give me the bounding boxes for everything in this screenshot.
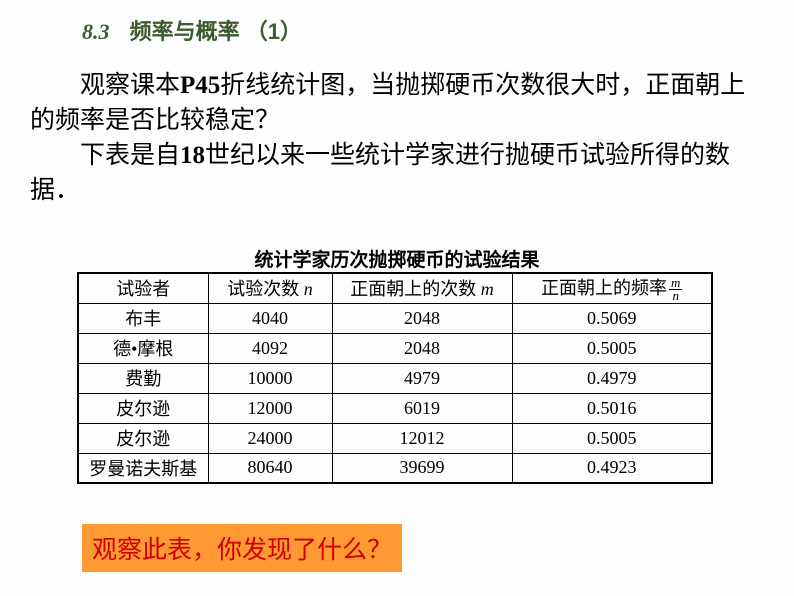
cell: 罗曼诺夫斯基	[78, 453, 208, 483]
table-title: 统计学家历次抛掷硬币的试验结果	[0, 245, 794, 272]
cell: 0.5005	[512, 423, 712, 453]
highlight-question: 观察此表，你发现了什么？	[82, 524, 402, 572]
cell: 0.5016	[512, 393, 712, 423]
table-row: 皮尔逊 12000 6019 0.5016	[78, 393, 712, 423]
cell: 2048	[332, 303, 512, 333]
cell: 6019	[332, 393, 512, 423]
body-paragraph: 观察课本P45折线统计图，当抛掷硬币次数很大时，正面朝上的频率是否比较稳定？ 下…	[30, 68, 770, 208]
section-number: 8.3	[82, 19, 110, 44]
table-row: 皮尔逊 24000 12012 0.5005	[78, 423, 712, 453]
p2b: 18	[180, 142, 205, 169]
table-row: 费勤 10000 4979 0.4979	[78, 363, 712, 393]
cell: 0.4923	[512, 453, 712, 483]
cell: 24000	[208, 423, 332, 453]
section-name: 频率与概率	[130, 19, 240, 44]
cell: 0.5005	[512, 333, 712, 363]
p1b: P45	[180, 72, 220, 99]
p2a: 下表是自	[80, 142, 180, 169]
section-title: 8.3 频率与概率 （1）	[82, 14, 302, 46]
header-experimenter: 试验者	[78, 273, 208, 303]
header-frequency: 正面朝上的频率mn	[512, 273, 712, 303]
cell: 皮尔逊	[78, 393, 208, 423]
p1a: 观察课本	[80, 72, 180, 99]
cell: 39699	[332, 453, 512, 483]
cell: 费勤	[78, 363, 208, 393]
section-paren: （1）	[246, 19, 302, 44]
table-row: 德•摩根 4092 2048 0.5005	[78, 333, 712, 363]
data-table: 试验者 试验次数 n 正面朝上的次数 m 正面朝上的频率mn 布丰 4040 2…	[77, 272, 713, 484]
cell: 皮尔逊	[78, 423, 208, 453]
header-trials: 试验次数 n	[208, 273, 332, 303]
cell: 80640	[208, 453, 332, 483]
cell: 0.5069	[512, 303, 712, 333]
header-heads-count: 正面朝上的次数 m	[332, 273, 512, 303]
cell: 德•摩根	[78, 333, 208, 363]
cell: 12012	[332, 423, 512, 453]
cell: 10000	[208, 363, 332, 393]
cell: 0.4979	[512, 363, 712, 393]
cell: 4040	[208, 303, 332, 333]
cell: 4092	[208, 333, 332, 363]
table-row: 布丰 4040 2048 0.5069	[78, 303, 712, 333]
table-header-row: 试验者 试验次数 n 正面朝上的次数 m 正面朝上的频率mn	[78, 273, 712, 303]
cell: 布丰	[78, 303, 208, 333]
cell: 4979	[332, 363, 512, 393]
table-row: 罗曼诺夫斯基 80640 39699 0.4923	[78, 453, 712, 483]
cell: 12000	[208, 393, 332, 423]
cell: 2048	[332, 333, 512, 363]
